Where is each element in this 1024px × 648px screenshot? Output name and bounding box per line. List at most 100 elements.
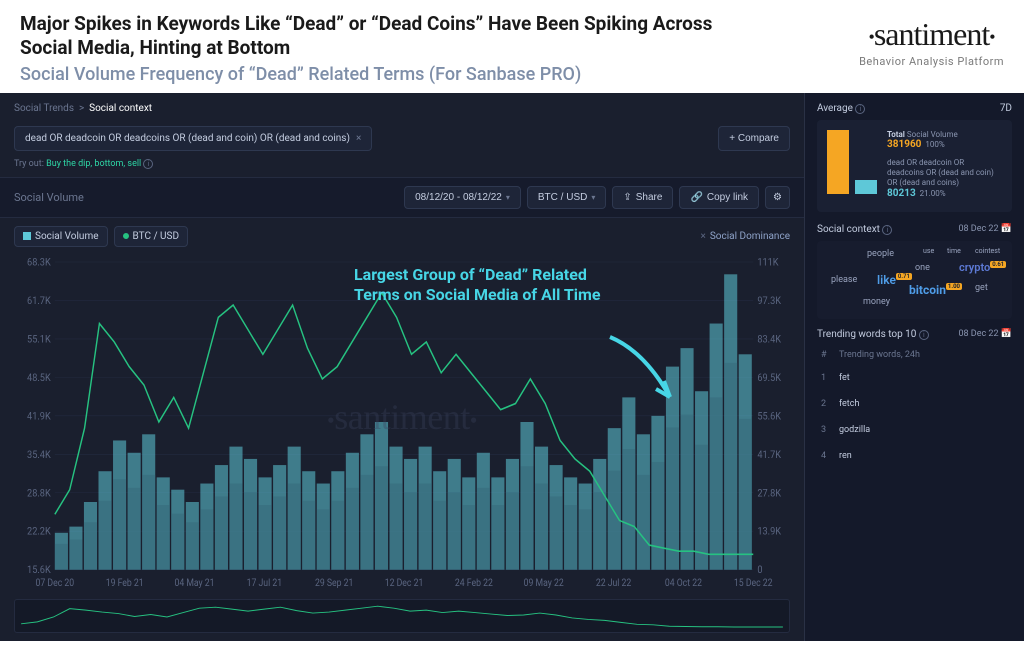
svg-text:41.7K: 41.7K [757,449,781,461]
svg-text:22 Jul 22: 22 Jul 22 [596,577,631,589]
trending-header: Trending words top 10 i 08 Dec 22 📅 [817,329,1012,340]
cloud-word[interactable]: bitcoin1.00 [909,283,962,297]
social-context-date[interactable]: 08 Dec 22 📅 [958,224,1012,234]
average-header: Average i 7D [817,103,1012,120]
trending-date[interactable]: 08 Dec 22 📅 [958,329,1012,339]
share-button[interactable]: ⇪Share [612,186,673,209]
chart-area[interactable]: 68.3K 111K 61.7K 97.3K 55.1K 83.4K 48.5K 69.5K 4… [14,255,790,593]
cloud-word[interactable]: use [923,247,934,255]
svg-text:04 May 21: 04 May 21 [174,577,214,589]
svg-text:15.6K: 15.6K [27,564,51,576]
dot-icon [123,233,129,239]
svg-text:111K: 111K [757,256,779,268]
info-icon[interactable]: i [143,159,153,169]
link-icon: 🔗 [690,192,702,203]
compare-button[interactable]: + Compare [718,126,790,151]
chevron-down-icon: ▾ [506,193,510,202]
cloud-word[interactable]: people [867,249,894,259]
table-row[interactable]: 3godzilla [819,418,1010,442]
page-header: Major Spikes in Keywords Like “Dead” or … [0,0,1024,93]
search-query-chip[interactable]: dead OR deadcoin OR deadcoins OR (dead a… [14,126,372,151]
svg-text:55.1K: 55.1K [27,333,51,345]
suggestions-text[interactable]: Buy the dip, bottom, sell [46,159,141,169]
period-selector[interactable]: 7D [1000,103,1012,114]
info-icon[interactable]: i [919,330,929,340]
info-icon[interactable]: i [882,225,892,235]
info-icon[interactable]: i [855,104,865,114]
social-context-header: Social context i 08 Dec 22 📅 [817,224,1012,235]
query-label: dead OR deadcoin OR deadcoins OR (dead a… [887,158,1002,188]
mini-chart-svg [15,600,789,632]
brand-tagline: Behavior Analysis Platform [859,55,1004,68]
search-row: dead OR deadcoin OR deadcoins OR (dead a… [0,122,804,155]
metric-label: Social Volume [14,191,84,204]
cloud-word[interactable]: time [947,247,961,255]
total-label: Total Total Social VolumeSocial Volume [887,130,1002,139]
svg-text:15 Dec 22: 15 Dec 22 [734,577,773,589]
trending-table: #Trending words, 24h 1fet2fetch3godzilla… [817,344,1012,470]
crumb-root[interactable]: Social Trends [14,103,74,114]
subhead: Social Volume Frequency of “Dead” Relate… [20,64,740,85]
table-row[interactable]: 1fet [819,366,1010,390]
close-icon[interactable]: × [356,133,361,144]
series-chip-row: Social Volume BTC / USD ×Social Dominanc… [0,218,804,251]
table-row[interactable]: 4ren [819,444,1010,468]
svg-text:68.3K: 68.3K [27,256,51,268]
svg-text:19 Feb 21: 19 Feb 21 [106,577,144,589]
date-range-button[interactable]: 08/12/20 - 08/12/22▾ [404,186,521,209]
svg-text:07 Dec 20: 07 Dec 20 [36,577,75,589]
brand-block: •santiment• Behavior Analysis Platform [859,16,1004,68]
svg-text:17 Jul 21: 17 Jul 21 [247,577,282,589]
cloud-word[interactable]: please [831,275,857,285]
svg-text:09 May 22: 09 May 22 [524,577,564,589]
copy-link-button[interactable]: 🔗Copy link [679,186,759,209]
cloud-word[interactable]: money [863,297,890,307]
social-dominance-toggle[interactable]: ×Social Dominance [701,231,791,242]
svg-text:35.4K: 35.4K [27,449,51,461]
share-icon: ⇪ [623,192,631,203]
col-word: Trending words, 24h [837,346,1010,364]
cloud-word[interactable]: crypto0.61 [959,261,1006,274]
svg-text:61.7K: 61.7K [27,295,51,307]
svg-text:13.9K: 13.9K [757,526,781,538]
svg-text:83.4K: 83.4K [757,333,781,345]
cloud-word[interactable]: like0.71 [877,273,912,287]
crumb-current: Social context [89,103,152,114]
chevron-down-icon: ▾ [591,193,595,202]
svg-text:48.5K: 48.5K [27,372,51,384]
series-social-volume[interactable]: Social Volume [14,226,108,247]
svg-text:12 Dec 21: 12 Dec 21 [385,577,424,589]
average-card: Total Total Social VolumeSocial Volume 3… [817,120,1012,212]
svg-text:22.2K: 22.2K [27,526,51,538]
pair-button[interactable]: BTC / USD▾ [527,186,606,209]
word-cloud[interactable]: people use time cointest one crypto0.61 please… [817,241,1012,319]
side-panel: Average i 7D Total Total Social VolumeSo… [804,93,1024,641]
col-index: # [819,346,835,364]
total-bar [827,130,849,194]
main-chart-svg: 68.3K 111K 61.7K 97.3K 55.1K 83.4K 48.5K 69.5K 4… [14,255,790,593]
try-suggestions: Try out: Buy the dip, bottom, sell i [0,155,804,177]
svg-text:29 Sep 21: 29 Sep 21 [315,577,353,589]
svg-text:24 Feb 22: 24 Feb 22 [455,577,493,589]
settings-button[interactable]: ⚙ [765,186,790,209]
close-icon[interactable]: × [701,231,706,242]
bar-icon [23,232,31,240]
headline: Major Spikes in Keywords Like “Dead” or … [20,12,740,60]
svg-text:41.9K: 41.9K [27,410,51,422]
svg-text:0: 0 [757,564,762,576]
average-bars [827,130,877,194]
cloud-word[interactable]: one [915,263,930,273]
mini-timeline[interactable] [14,599,790,633]
svg-text:27.8K: 27.8K [757,487,781,499]
brand-logo: •santiment• [859,16,1004,53]
svg-text:69.5K: 69.5K [757,372,781,384]
series-btc-usd[interactable]: BTC / USD [114,226,189,247]
query-bar [855,180,877,193]
main-panel: Social Trends > Social context dead OR d… [0,93,804,641]
cloud-word[interactable]: get [975,283,988,293]
svg-text:97.3K: 97.3K [757,295,781,307]
cloud-word[interactable]: cointest [975,247,1000,255]
svg-text:04 Oct 22: 04 Oct 22 [665,577,702,589]
table-row[interactable]: 2fetch [819,392,1010,416]
chart-toolbar: Social Volume 08/12/20 - 08/12/22▾ BTC /… [0,177,804,218]
